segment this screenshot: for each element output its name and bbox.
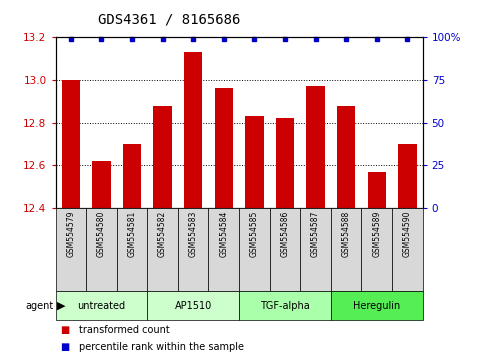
- Bar: [117, 208, 147, 291]
- Text: GSM554583: GSM554583: [189, 211, 198, 257]
- Bar: [398, 144, 416, 208]
- Bar: [239, 208, 270, 291]
- Bar: [56, 291, 147, 320]
- Bar: [245, 116, 264, 208]
- Bar: [86, 208, 117, 291]
- Text: GSM554579: GSM554579: [66, 211, 75, 257]
- Text: GSM554588: GSM554588: [341, 211, 351, 257]
- Text: transformed count: transformed count: [79, 325, 170, 335]
- Bar: [209, 208, 239, 291]
- Text: ■: ■: [60, 325, 70, 335]
- Bar: [276, 118, 294, 208]
- Text: ■: ■: [60, 342, 70, 352]
- Text: GDS4361 / 8165686: GDS4361 / 8165686: [98, 12, 240, 27]
- Bar: [123, 144, 141, 208]
- Bar: [300, 208, 331, 291]
- Text: Heregulin: Heregulin: [353, 301, 400, 311]
- Bar: [147, 208, 178, 291]
- Text: GSM554590: GSM554590: [403, 211, 412, 257]
- Bar: [392, 208, 423, 291]
- Bar: [331, 291, 423, 320]
- Text: GSM554589: GSM554589: [372, 211, 381, 257]
- Text: GSM554586: GSM554586: [281, 211, 289, 257]
- Bar: [184, 52, 202, 208]
- Bar: [368, 172, 386, 208]
- Text: GSM554585: GSM554585: [250, 211, 259, 257]
- Text: ▶: ▶: [57, 301, 65, 311]
- Bar: [331, 208, 361, 291]
- Text: GSM554582: GSM554582: [158, 211, 167, 257]
- Text: GSM554581: GSM554581: [128, 211, 137, 257]
- Bar: [214, 88, 233, 208]
- Text: agent: agent: [25, 301, 53, 311]
- Bar: [337, 105, 355, 208]
- Text: GSM554580: GSM554580: [97, 211, 106, 257]
- Bar: [56, 208, 86, 291]
- Bar: [147, 291, 239, 320]
- Text: percentile rank within the sample: percentile rank within the sample: [79, 342, 244, 352]
- Bar: [270, 208, 300, 291]
- Text: AP1510: AP1510: [174, 301, 212, 311]
- Bar: [361, 208, 392, 291]
- Bar: [178, 208, 209, 291]
- Bar: [239, 291, 331, 320]
- Text: GSM554587: GSM554587: [311, 211, 320, 257]
- Text: TGF-alpha: TGF-alpha: [260, 301, 310, 311]
- Bar: [154, 105, 172, 208]
- Bar: [306, 86, 325, 208]
- Text: GSM554584: GSM554584: [219, 211, 228, 257]
- Text: untreated: untreated: [77, 301, 126, 311]
- Bar: [92, 161, 111, 208]
- Bar: [62, 80, 80, 208]
